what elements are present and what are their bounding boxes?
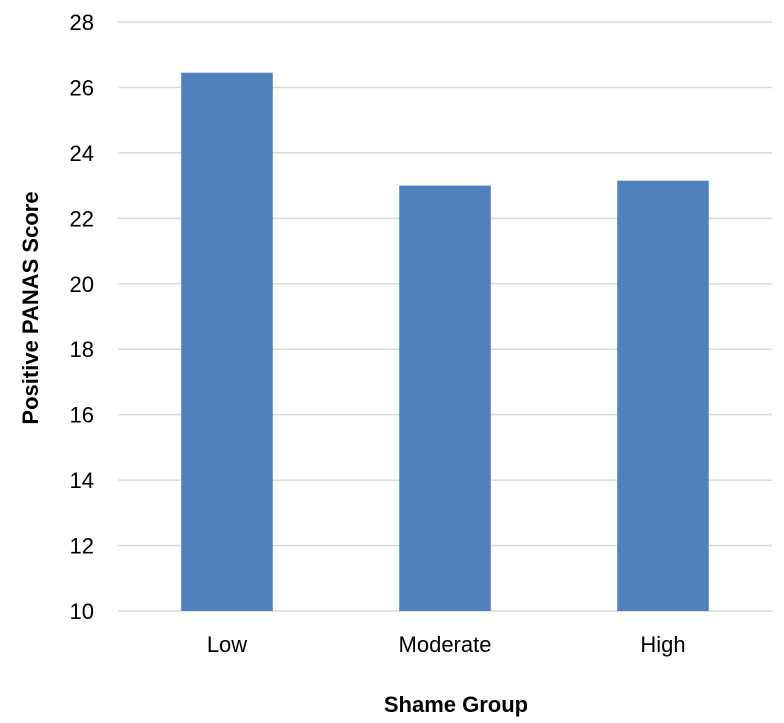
x-tick-label-high: High [640,632,685,657]
y-tick-label: 16 [70,403,94,428]
y-tick-label: 24 [70,141,94,166]
bar-high [617,180,709,612]
bar-low [181,72,273,612]
y-tick-label: 14 [70,468,94,493]
y-tick-labels: 10 12 14 16 18 20 22 24 26 28 [70,10,94,624]
x-axis-title: Shame Group [384,692,528,717]
y-tick-label: 10 [70,599,94,624]
y-tick-label: 22 [70,206,94,231]
y-tick-label: 20 [70,272,94,297]
bars [181,72,709,612]
y-tick-label: 28 [70,10,94,35]
x-tick-label-moderate: Moderate [399,632,492,657]
bar-moderate [399,185,491,611]
x-tick-labels: Low Moderate High [207,632,686,657]
y-tick-label: 26 [70,75,94,100]
x-tick-label-low: Low [207,632,247,657]
y-axis-title: Positive PANAS Score [18,191,43,424]
y-tick-label: 12 [70,534,94,559]
y-tick-label: 18 [70,337,94,362]
